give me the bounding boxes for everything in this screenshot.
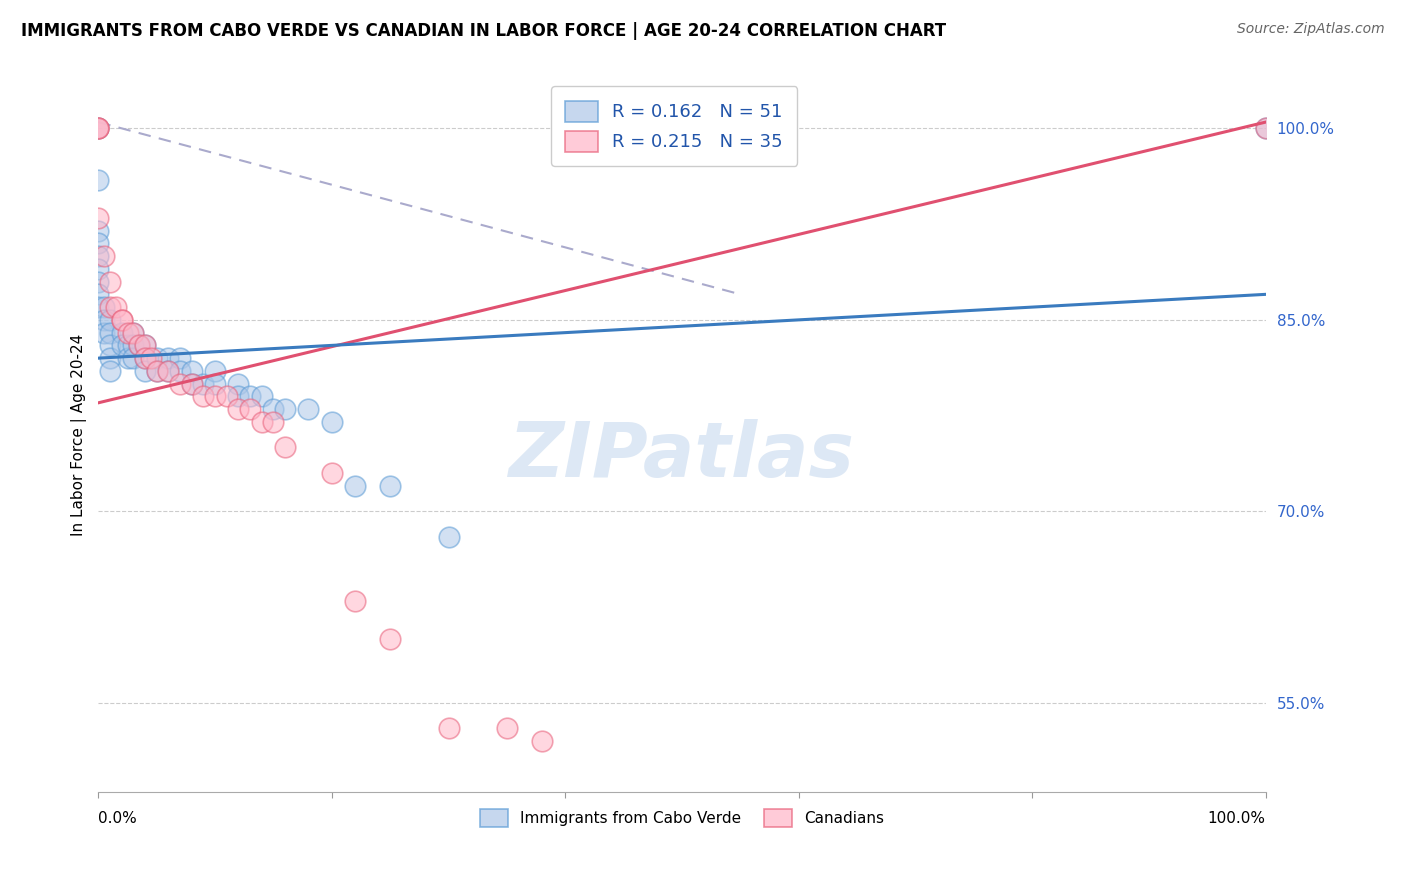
- Point: [228, 389, 250, 403]
- Point: [157, 364, 180, 378]
- Point: [93, 313, 115, 327]
- Point: [117, 326, 139, 340]
- Point: [297, 402, 319, 417]
- Point: [193, 389, 215, 403]
- Point: [111, 338, 134, 352]
- Point: [87, 236, 110, 251]
- Point: [274, 402, 297, 417]
- Point: [1254, 121, 1277, 136]
- Point: [87, 249, 110, 263]
- Point: [122, 326, 145, 340]
- Point: [180, 376, 202, 391]
- Point: [104, 300, 127, 314]
- Point: [180, 364, 202, 378]
- Point: [169, 376, 191, 391]
- Point: [204, 364, 226, 378]
- Point: [169, 364, 191, 378]
- Point: [122, 326, 145, 340]
- Point: [87, 121, 110, 136]
- Point: [496, 721, 519, 735]
- Text: 100.0%: 100.0%: [1208, 811, 1265, 826]
- Point: [87, 287, 110, 301]
- Point: [87, 121, 110, 136]
- Point: [239, 402, 262, 417]
- Point: [134, 364, 156, 378]
- Point: [157, 364, 180, 378]
- Point: [344, 593, 367, 607]
- Point: [145, 364, 167, 378]
- Point: [134, 351, 156, 366]
- Point: [157, 351, 180, 366]
- Point: [180, 376, 202, 391]
- Text: Source: ZipAtlas.com: Source: ZipAtlas.com: [1237, 22, 1385, 37]
- Point: [204, 376, 226, 391]
- Point: [437, 530, 460, 544]
- Point: [98, 326, 121, 340]
- Point: [98, 300, 121, 314]
- Point: [215, 389, 238, 403]
- Point: [139, 351, 162, 366]
- Point: [274, 441, 297, 455]
- Point: [321, 415, 343, 429]
- Point: [169, 351, 191, 366]
- Point: [380, 632, 402, 646]
- Point: [98, 364, 121, 378]
- Point: [204, 389, 226, 403]
- Legend: Immigrants from Cabo Verde, Canadians: Immigrants from Cabo Verde, Canadians: [472, 801, 891, 834]
- Point: [128, 338, 150, 352]
- Point: [98, 338, 121, 352]
- Point: [93, 249, 115, 263]
- Point: [93, 300, 115, 314]
- Point: [93, 326, 115, 340]
- Point: [87, 121, 110, 136]
- Point: [437, 721, 460, 735]
- Point: [145, 364, 167, 378]
- Point: [344, 479, 367, 493]
- Point: [87, 121, 110, 136]
- Point: [87, 172, 110, 186]
- Point: [193, 376, 215, 391]
- Point: [98, 351, 121, 366]
- Point: [228, 402, 250, 417]
- Point: [98, 313, 121, 327]
- Point: [111, 326, 134, 340]
- Text: 0.0%: 0.0%: [98, 811, 138, 826]
- Point: [239, 389, 262, 403]
- Point: [1254, 121, 1277, 136]
- Point: [111, 313, 134, 327]
- Point: [530, 734, 553, 748]
- Text: ZIPatlas: ZIPatlas: [509, 419, 855, 493]
- Point: [87, 261, 110, 276]
- Point: [262, 415, 284, 429]
- Point: [262, 402, 284, 417]
- Point: [87, 223, 110, 237]
- Point: [321, 466, 343, 480]
- Point: [111, 313, 134, 327]
- Point: [117, 338, 139, 352]
- Point: [128, 338, 150, 352]
- Y-axis label: In Labor Force | Age 20-24: In Labor Force | Age 20-24: [72, 334, 87, 536]
- Point: [87, 211, 110, 225]
- Point: [87, 300, 110, 314]
- Text: IMMIGRANTS FROM CABO VERDE VS CANADIAN IN LABOR FORCE | AGE 20-24 CORRELATION CH: IMMIGRANTS FROM CABO VERDE VS CANADIAN I…: [21, 22, 946, 40]
- Point: [380, 479, 402, 493]
- Point: [98, 275, 121, 289]
- Point: [117, 351, 139, 366]
- Point: [134, 351, 156, 366]
- Point: [145, 351, 167, 366]
- Point: [134, 338, 156, 352]
- Point: [228, 376, 250, 391]
- Point: [134, 338, 156, 352]
- Point: [122, 351, 145, 366]
- Point: [250, 415, 273, 429]
- Point: [122, 338, 145, 352]
- Point: [250, 389, 273, 403]
- Point: [87, 275, 110, 289]
